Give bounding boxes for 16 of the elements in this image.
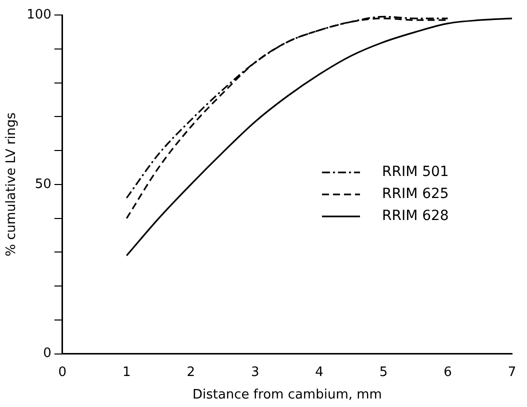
x-axis-title: Distance from cambium, mm: [192, 388, 382, 403]
x-tick-label: 3: [250, 364, 260, 380]
x-tick-label: 0: [58, 364, 67, 380]
y-axis-title: % cumulative LV rings: [4, 112, 20, 256]
y-tick-label: 100: [26, 7, 52, 22]
legend-label: RRIM 501: [382, 164, 449, 180]
x-tick-label: 1: [122, 364, 131, 380]
x-tick-label: 6: [444, 364, 452, 380]
y-tick-label: 50: [34, 176, 52, 192]
legend-label: RRIM 625: [382, 186, 449, 202]
x-tick-label: 5: [379, 364, 388, 380]
y-tick-label: 0: [43, 346, 52, 362]
x-tick-label: 7: [508, 364, 516, 380]
x-tick-label: 4: [315, 364, 324, 380]
x-tick-label: 2: [186, 364, 196, 380]
legend-label: RRIM 628: [382, 208, 449, 224]
